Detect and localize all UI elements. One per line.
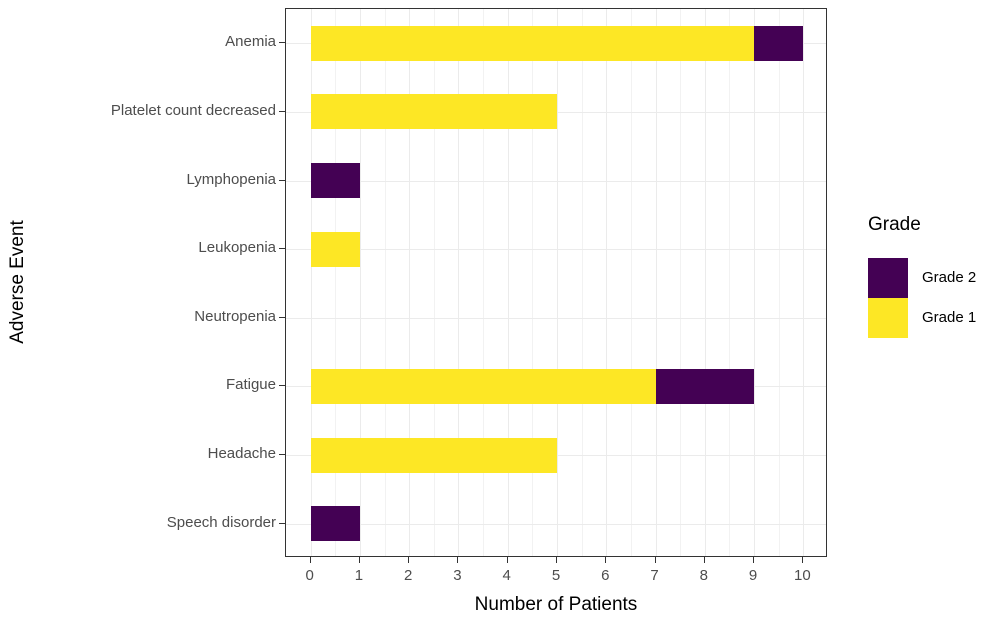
y-tick-label: Neutropenia xyxy=(194,307,276,325)
x-tick-label: 1 xyxy=(354,567,364,584)
bar-leukopenia-grade-1 xyxy=(310,231,360,267)
gridline-major-x xyxy=(606,9,608,556)
x-tick-label: 10 xyxy=(794,567,811,584)
x-tick-label: 9 xyxy=(748,567,758,584)
gridline-major-x xyxy=(803,9,805,556)
y-tick-mark xyxy=(279,522,285,524)
y-tick-label: Headache xyxy=(207,445,276,463)
gridline-major-y xyxy=(286,317,826,319)
x-tick-label: 8 xyxy=(699,567,708,584)
bar-platelet-count-decreased-grade-1 xyxy=(310,94,557,130)
gridline-minor-x xyxy=(630,9,632,556)
gridline-major-y xyxy=(286,523,826,525)
gridline-major-x xyxy=(409,9,411,556)
x-tick-mark xyxy=(556,557,557,563)
legend-swatch-grade-1 xyxy=(868,298,908,338)
legend-label-grade-1: Grade 1 xyxy=(922,309,977,326)
y-tick-mark xyxy=(279,454,285,456)
bar-anemia-grade-1 xyxy=(310,25,755,61)
x-tick-mark xyxy=(605,557,607,563)
gridline-minor-x xyxy=(433,9,435,556)
y-tick-mark xyxy=(279,179,285,181)
y-tick-mark xyxy=(279,42,285,44)
x-tick-mark xyxy=(703,557,705,563)
x-tick-label: 7 xyxy=(650,567,659,584)
x-tick-mark xyxy=(408,557,410,563)
legend-label-grade-2: Grade 2 xyxy=(922,269,977,286)
y-tick-mark xyxy=(279,316,285,318)
gridline-minor-x xyxy=(384,9,386,556)
bar-fatigue-grade-2 xyxy=(655,368,755,404)
y-tick-mark xyxy=(279,110,285,112)
gridline-major-y xyxy=(286,180,826,182)
x-tick-mark xyxy=(654,557,656,563)
x-tick-mark xyxy=(506,557,508,563)
x-tick-mark xyxy=(309,557,311,563)
y-tick-label: Anemia xyxy=(225,33,276,51)
y-tick-label: Fatigue xyxy=(225,376,276,394)
y-tick-label: Speech disorder xyxy=(166,513,276,531)
gridline-minor-x xyxy=(680,9,682,556)
legend-title: Grade xyxy=(868,214,921,235)
gridline-major-x xyxy=(458,9,460,556)
bar-fatigue-grade-1 xyxy=(310,368,656,404)
gridline-major-x xyxy=(359,9,361,556)
gridline-major-x xyxy=(507,9,509,556)
x-axis-title: Number of Patients xyxy=(474,594,638,615)
x-tick-label: 6 xyxy=(601,567,610,584)
gridline-major-x xyxy=(310,9,312,556)
x-tick-mark xyxy=(457,557,459,563)
gridline-minor-x xyxy=(581,9,583,556)
bar-speech-disorder-grade-2 xyxy=(310,506,360,542)
gridline-major-x xyxy=(655,9,657,556)
x-tick-mark xyxy=(753,557,755,563)
gridline-major-x xyxy=(704,9,706,556)
y-tick-label: Leukopenia xyxy=(198,239,276,257)
y-tick-mark xyxy=(279,248,285,250)
plot-panel xyxy=(285,8,827,557)
x-tick-label: 0 xyxy=(305,567,314,584)
gridline-minor-x xyxy=(778,9,780,556)
legend-swatch-grade-2 xyxy=(868,258,908,298)
bar-headache-grade-1 xyxy=(310,437,557,473)
y-tick-mark xyxy=(279,385,285,387)
x-tick-mark xyxy=(358,557,360,563)
gridline-minor-x xyxy=(335,9,337,556)
gridline-minor-x xyxy=(729,9,731,556)
bar-anemia-grade-2 xyxy=(754,25,804,61)
x-tick-label: 2 xyxy=(404,567,413,584)
x-tick-label: 4 xyxy=(502,567,511,584)
y-tick-label: Platelet count decreased xyxy=(110,101,276,119)
gridline-major-x xyxy=(557,9,558,556)
y-tick-label: Lymphopenia xyxy=(186,170,276,188)
gridline-minor-x xyxy=(483,9,485,556)
gridline-minor-x xyxy=(532,9,534,556)
gridline-major-x xyxy=(754,9,756,556)
x-tick-mark xyxy=(802,557,804,563)
x-tick-label: 3 xyxy=(453,567,462,584)
gridline-major-y xyxy=(286,249,826,251)
bar-lymphopenia-grade-2 xyxy=(310,163,360,199)
x-tick-label: 5 xyxy=(551,567,561,584)
y-axis-title: Adverse Event xyxy=(7,220,28,344)
